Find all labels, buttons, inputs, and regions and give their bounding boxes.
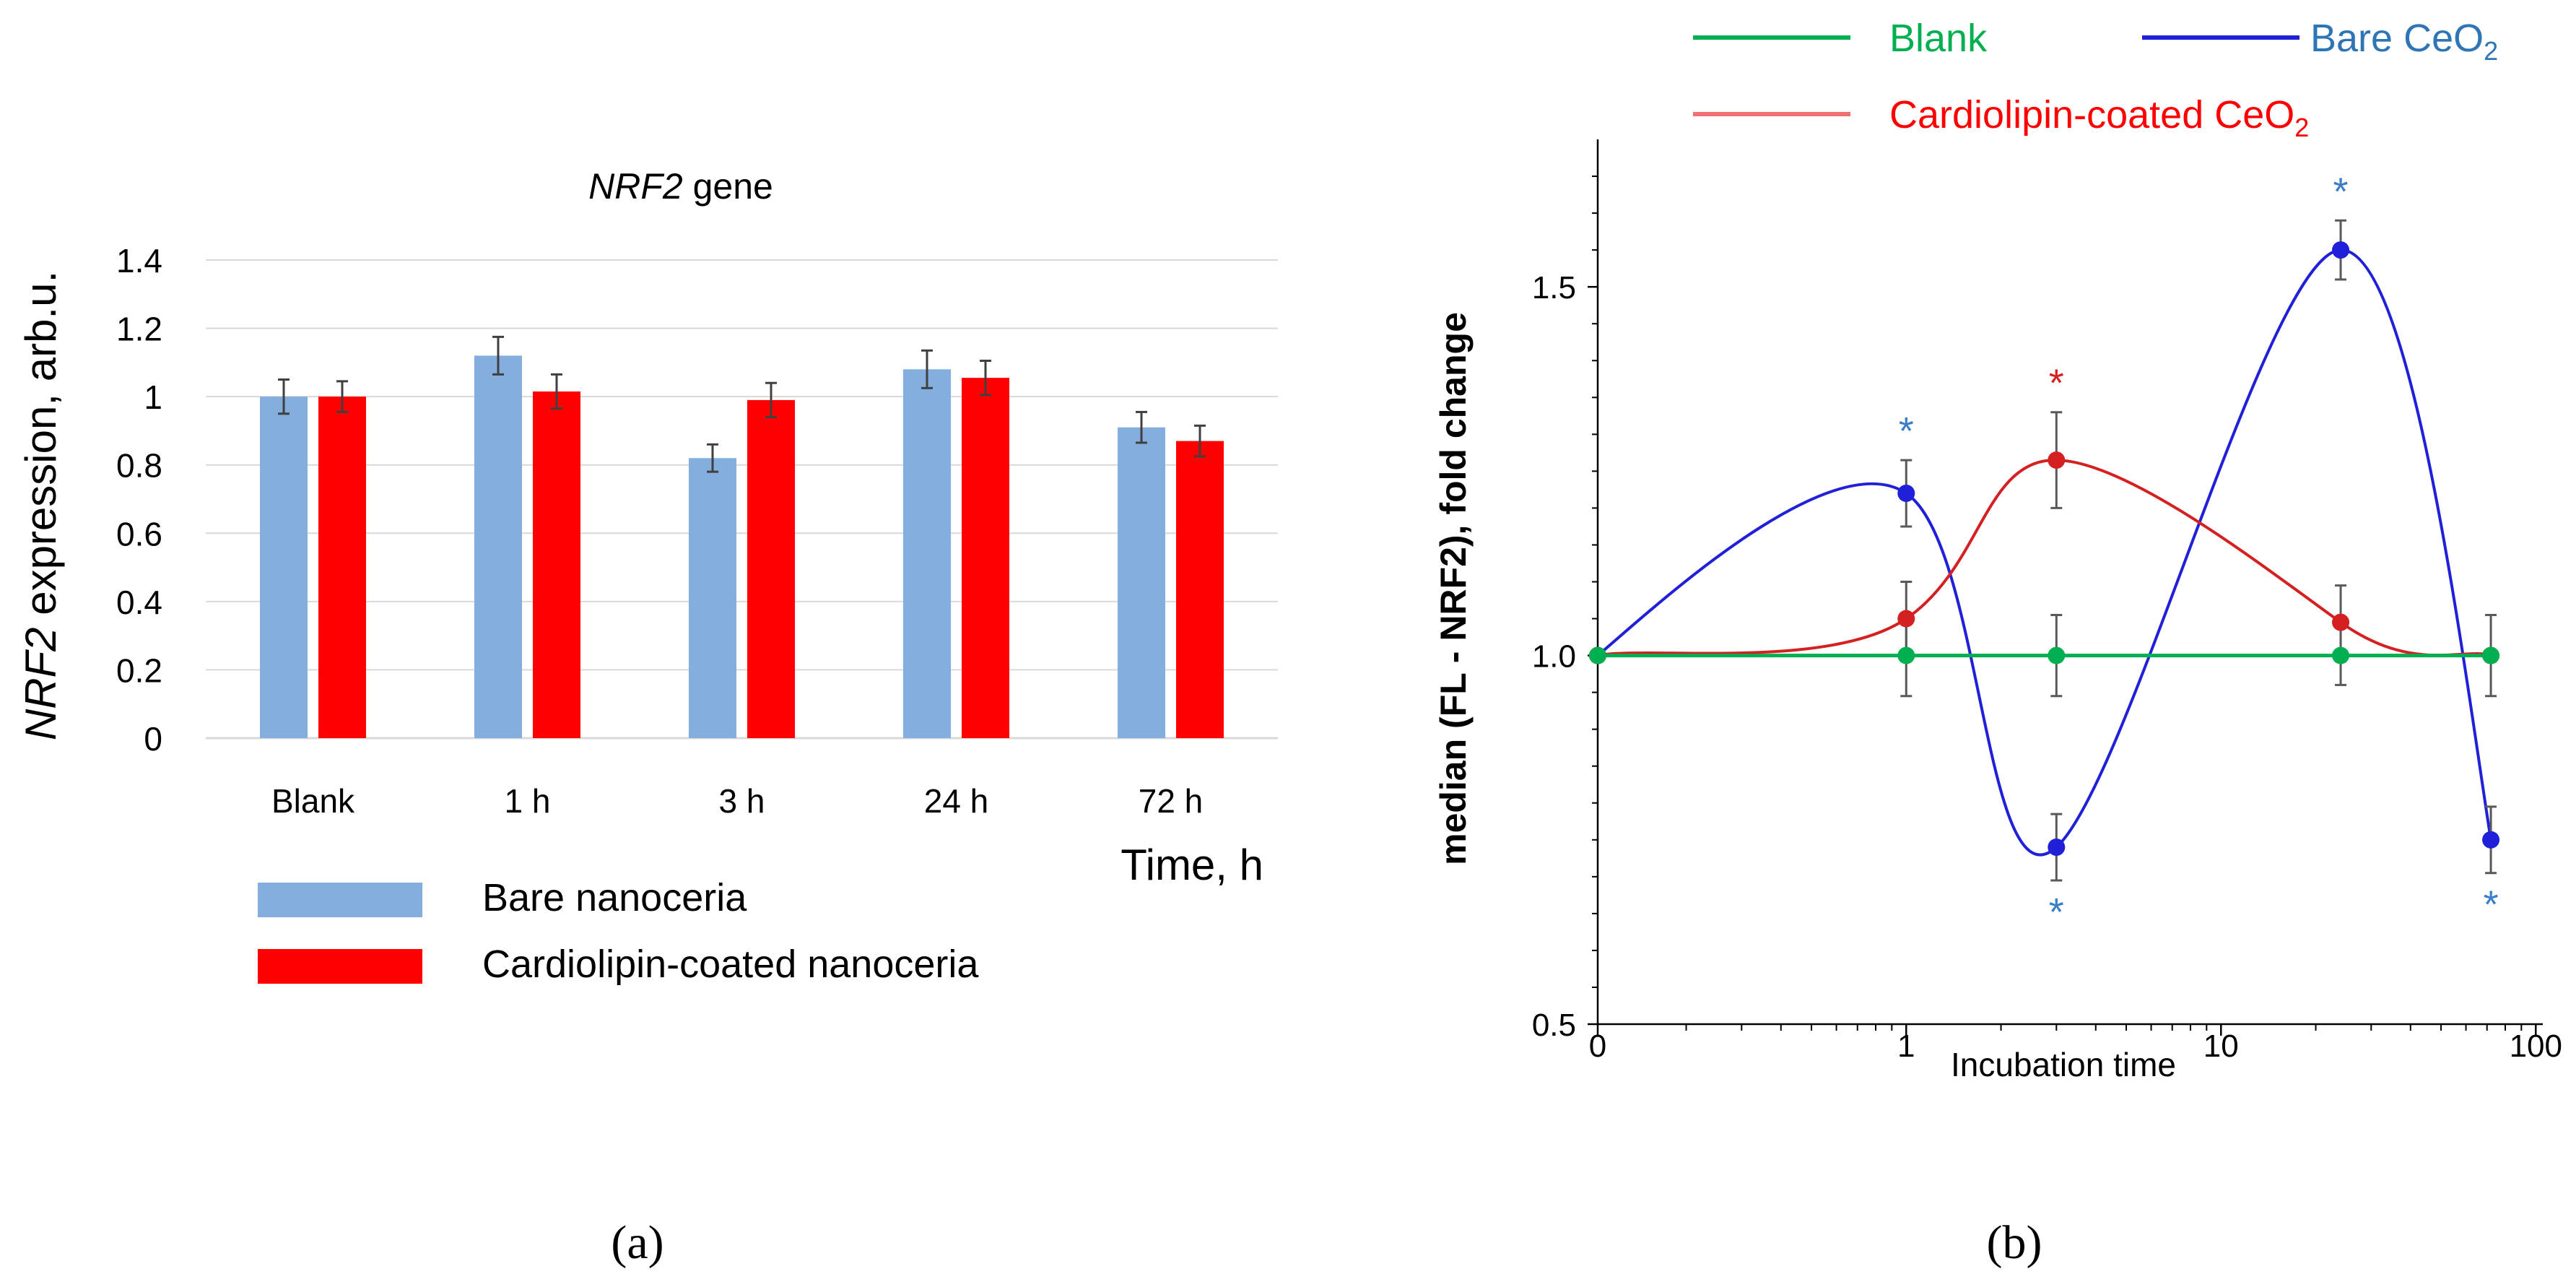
panel-a-y-label-rest: expression, arb.u.: [17, 271, 65, 615]
panel-a-y-tick-label: 1: [144, 378, 162, 416]
panel-b-point-blank: [1897, 646, 1915, 664]
panel-a-label: (a): [611, 1216, 663, 1269]
panel-b-legend-name: Blank: [1889, 17, 1988, 60]
panel-b-x-label: Incubation time: [1951, 1046, 2176, 1083]
panel-a-legend-label: Cardiolipin-coated nanoceria: [482, 943, 979, 986]
panel-a-x-label: Time, h: [1121, 841, 1263, 889]
panel-a-bar-bare: [260, 397, 308, 738]
panel-b-legend-name: Bare CeO: [2310, 17, 2484, 60]
panel-a-title-rest: gene: [693, 166, 773, 207]
panel-b-legend-label: Blank: [1889, 17, 1988, 60]
panel-a-bar-cardiolipin: [318, 397, 366, 738]
panel-b-legend-label: Cardiolipin-coated CeO2: [1889, 93, 2309, 142]
panel-a-y-tick-label: 1.4: [116, 242, 162, 280]
panel-a-bar-cardiolipin: [962, 378, 1009, 738]
panel-a-error-bar: [336, 380, 348, 413]
panel-b-significance-star: *: [2333, 170, 2349, 213]
panel-a-legend: Bare nanoceria Cardiolipin-coated nanocer…: [258, 876, 979, 986]
panel-a-legend-label: Bare nanoceria: [482, 876, 747, 919]
panel-a-y-label-gene: NRF2: [17, 627, 65, 740]
panel-a-y-label: NRF2 expression, arb.u.: [17, 271, 65, 740]
panel-a-bar-bare: [689, 458, 736, 738]
panel-a-legend-swatch: [258, 949, 422, 984]
panel-b-significance-star: *: [2049, 362, 2064, 405]
panel-b-legend-name: Cardiolipin-coated CeO: [1889, 93, 2294, 137]
panel-a-error-bar: [492, 335, 504, 376]
panel-a-error-bar: [707, 443, 718, 473]
panel-a-bar-bare: [1118, 427, 1165, 738]
panel-b-line-cardiolipin: [1597, 459, 2492, 657]
panel-b-label: (b): [1987, 1216, 2042, 1269]
panel-a-category-label: 1 h: [505, 782, 551, 820]
panel-a-error-bar: [765, 381, 777, 419]
panel-a-bar-bare: [903, 369, 951, 738]
panel-b-point-cardiolipin: [2048, 451, 2066, 469]
panel-b-significance-star: *: [1899, 410, 1914, 453]
panel-b-x-tick-label: 0: [1589, 1028, 1606, 1064]
panel-b-line-chart: 0.5 1.0 1.5 0 1 10 100 * * * * * median (FL - NRF…: [1433, 17, 2562, 1269]
panel-b-y-tick-label: 1.0: [1532, 639, 1576, 675]
panel-b-point-blank: [1589, 646, 1606, 664]
panel-a-y-tick-label: 0.2: [116, 651, 162, 689]
panel-b-point-bare: [1897, 485, 1915, 502]
panel-a-bar-chart: 0 0.2 0.4 0.6 0.8 1 1.2 1.4 Blank 1 h 3 h 24 h 72 h…: [17, 166, 1278, 1269]
panel-b-y-tick-label: 1.5: [1532, 270, 1576, 306]
panel-a-bar-cardiolipin: [747, 399, 795, 738]
panel-a-y-tick-label: 0.8: [116, 447, 162, 485]
panel-a-title-gene: NRF2: [588, 166, 683, 207]
panel-b-point-bare: [2332, 241, 2350, 259]
panel-a-y-tick-label: 0.4: [116, 584, 162, 621]
panel-a-error-bar: [278, 378, 290, 415]
panel-a-error-bar: [551, 373, 562, 410]
panel-b-line-bare: [1596, 248, 2493, 857]
panel-a-bar-bare: [474, 355, 522, 738]
panel-b-y-tick-label: 0.5: [1532, 1008, 1576, 1043]
panel-a-category-label: 24 h: [924, 782, 989, 820]
panel-a-error-bar: [1194, 424, 1206, 458]
panel-b-legend-subscript: 2: [2294, 113, 2309, 142]
panel-a-y-tick-label: 1.2: [116, 311, 162, 348]
panel-a-category-label: Blank: [271, 782, 355, 820]
panel-b-significance-star: *: [2484, 883, 2499, 927]
panel-b-y-label: median (FL - NRF2), fold change: [1433, 312, 1474, 865]
panel-b-legend-subscript: 2: [2484, 36, 2498, 66]
panel-b-significance-star: *: [2049, 891, 2064, 934]
panel-a-bar-cardiolipin: [533, 391, 580, 738]
panel-b-point-blank: [2482, 646, 2500, 664]
panel-a-error-bar: [921, 349, 933, 389]
panel-b-point-cardiolipin: [2332, 613, 2350, 631]
panel-b-point-bare: [2048, 839, 2066, 856]
panel-a-bar-cardiolipin: [1176, 441, 1224, 738]
panel-a-category-label: 3 h: [719, 782, 765, 820]
panel-b-point-cardiolipin: [1897, 610, 1915, 628]
panel-a-error-bar: [1136, 410, 1147, 444]
panel-b-point-bare: [2482, 831, 2500, 849]
panel-a-y-tick-label: 0: [144, 720, 162, 758]
panel-a-legend-swatch: [258, 883, 422, 917]
panel-b-x-tick-label: 1: [1897, 1028, 1915, 1064]
panel-b-x-tick-label: 100: [2510, 1028, 2562, 1064]
panel-b-x-tick-label: 10: [2203, 1028, 2239, 1064]
panel-a-error-bar: [980, 359, 991, 397]
panel-a-category-label: 72 h: [1139, 782, 1204, 820]
panel-b-legend-label: Bare CeO2: [2310, 17, 2498, 66]
panel-a-y-tick-label: 0.6: [116, 515, 162, 553]
panel-a-title: NRF2 gene: [588, 166, 773, 207]
panel-b-point-blank: [2332, 646, 2350, 664]
panel-b-point-blank: [2048, 646, 2066, 664]
